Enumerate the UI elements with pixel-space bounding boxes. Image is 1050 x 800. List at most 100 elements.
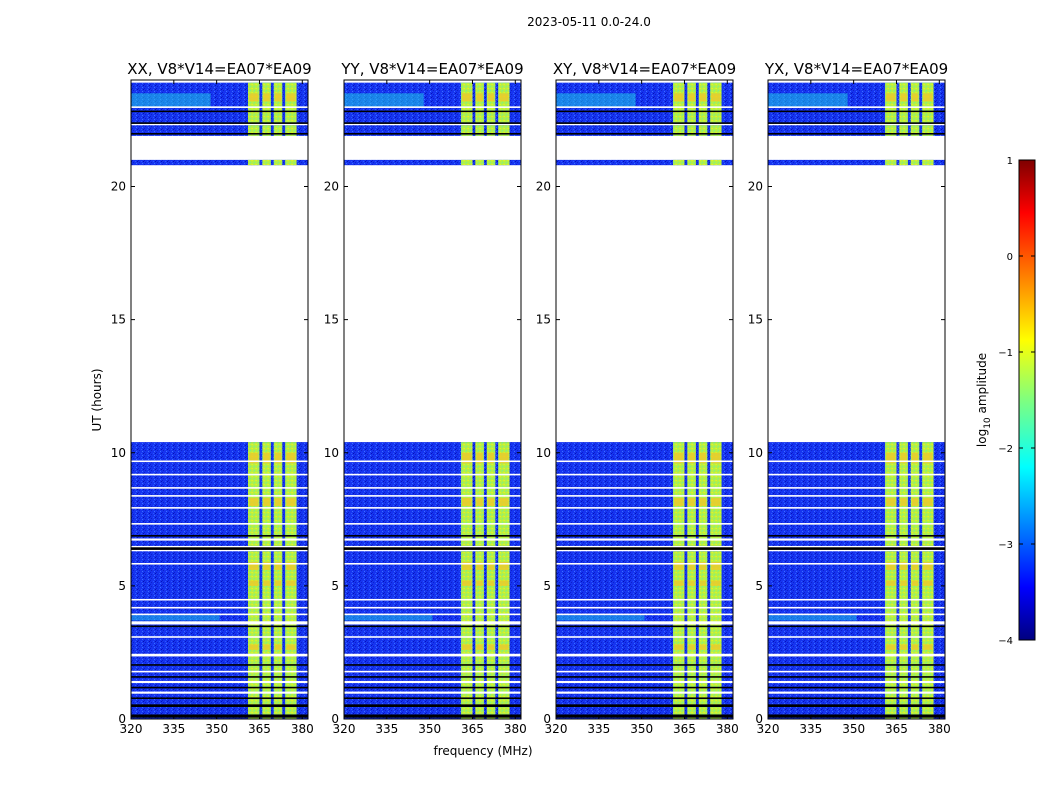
rfi-hotspot — [886, 93, 896, 102]
flag-gap — [344, 106, 521, 108]
rfi-subband — [910, 442, 920, 546]
rfi-subband — [486, 82, 496, 123]
rfi-hotspot — [462, 452, 472, 464]
bright-band — [768, 615, 857, 621]
rfi-hotspot — [476, 452, 483, 464]
rfi-subband — [486, 551, 496, 626]
rfi-subband — [262, 125, 271, 136]
rfi-subband — [922, 82, 934, 123]
panel-title: YX, V8*V14=EA07*EA09 — [764, 60, 948, 78]
x-tick-label: 350 — [842, 722, 865, 736]
rfi-subband — [673, 82, 685, 123]
rfi-hotspot — [886, 498, 896, 506]
rfi-hotspot — [711, 93, 721, 102]
flag-gap — [556, 704, 733, 708]
x-axis-label: frequency (MHz) — [433, 744, 532, 758]
colorbar-tick-label: −1 — [998, 348, 1013, 359]
flag-gap — [768, 598, 945, 601]
flag-gap — [344, 653, 521, 657]
flag-gap — [344, 473, 521, 476]
rfi-hotspot — [923, 93, 933, 102]
rfi-hotspot — [674, 561, 684, 570]
rfi-hotspot — [911, 498, 919, 506]
y-tick-label: 5 — [331, 579, 339, 593]
rfi-subband — [475, 551, 484, 626]
rfi-hotspot — [476, 644, 483, 650]
rfi-hotspot — [499, 452, 509, 464]
rfi-hotspot — [263, 580, 270, 586]
flag-gap — [556, 538, 733, 541]
rfi-subband — [885, 442, 897, 546]
flag-gap — [768, 606, 945, 609]
rfi-subband — [248, 82, 260, 123]
rfi-subband — [273, 442, 283, 546]
rfi-hotspot — [274, 561, 282, 570]
rfi-subband — [673, 551, 685, 626]
rfi-hotspot — [699, 452, 707, 464]
rfi-subband — [910, 82, 920, 123]
panel-title: XY, V8*V14=EA07*EA09 — [553, 60, 736, 78]
flag-gap — [768, 680, 945, 684]
rfi-subband — [910, 125, 920, 136]
rfi-hotspot — [487, 93, 495, 102]
rfi-subband — [498, 442, 510, 546]
rfi-hotspot — [688, 644, 695, 650]
rfi-subband — [687, 442, 696, 546]
rfi-hotspot — [911, 644, 919, 650]
rfi-hotspot — [911, 452, 919, 464]
rfi-hotspot — [923, 580, 933, 586]
rfi-subband — [285, 551, 297, 626]
flag-gap — [131, 621, 308, 625]
flag-gap — [344, 691, 521, 694]
x-tick-label: 365 — [673, 722, 696, 736]
flag-gap — [768, 547, 945, 550]
flag-gap — [131, 625, 308, 628]
flag-gap — [131, 523, 308, 525]
rfi-subband — [461, 159, 473, 166]
rfi-subband — [475, 125, 484, 136]
flag-gap — [556, 562, 733, 565]
flag-gap — [131, 535, 308, 537]
flag-gap — [768, 122, 945, 124]
flag-gap — [556, 122, 733, 124]
rfi-subband — [285, 82, 297, 123]
y-tick-label: 20 — [536, 180, 551, 194]
y-tick-label: 5 — [118, 579, 126, 593]
rfi-hotspot — [476, 561, 483, 570]
panel-frame — [130, 79, 309, 720]
rfi-hotspot — [499, 498, 509, 506]
colorbar-ticks: 1 0 −1 −2 −3 −4 — [998, 156, 1035, 647]
flag-gap — [344, 598, 521, 601]
flag-gap — [768, 664, 945, 666]
rfi-subband — [273, 125, 283, 136]
rfi-subband — [698, 159, 708, 166]
flag-gap — [344, 487, 521, 489]
panel-frame — [767, 79, 946, 720]
rfi-subband — [687, 159, 696, 166]
x-tick-label: 335 — [375, 722, 398, 736]
rfi-hotspot — [249, 580, 259, 586]
flag-gap — [768, 460, 945, 463]
rfi-subband — [899, 442, 908, 546]
rfi-hotspot — [249, 561, 259, 570]
x-tick-label: 380 — [291, 722, 314, 736]
rfi-hotspot — [900, 498, 907, 506]
rfi-hotspot — [699, 93, 707, 102]
rfi-subband — [498, 82, 510, 123]
rfi-hotspot — [688, 452, 695, 464]
rfi-hotspot — [699, 644, 707, 650]
flag-gap — [768, 523, 945, 525]
flag-gap — [768, 538, 945, 541]
panel-title: YY, V8*V14=EA07*EA09 — [340, 60, 523, 78]
flag-gap — [344, 686, 521, 689]
panel-xy: XY, V8*V14=EA07*EA09 320 335 350 365 380 0 5 10 1… — [536, 60, 739, 736]
rfi-subband — [910, 159, 920, 166]
rfi-hotspot — [923, 644, 933, 650]
flag-gap — [768, 686, 945, 689]
panel-plot-area — [768, 80, 945, 719]
x-tick-label: 380 — [504, 722, 527, 736]
flag-gap — [556, 691, 733, 694]
flag-gap — [768, 697, 945, 700]
colorbar-gradient — [1018, 159, 1036, 641]
